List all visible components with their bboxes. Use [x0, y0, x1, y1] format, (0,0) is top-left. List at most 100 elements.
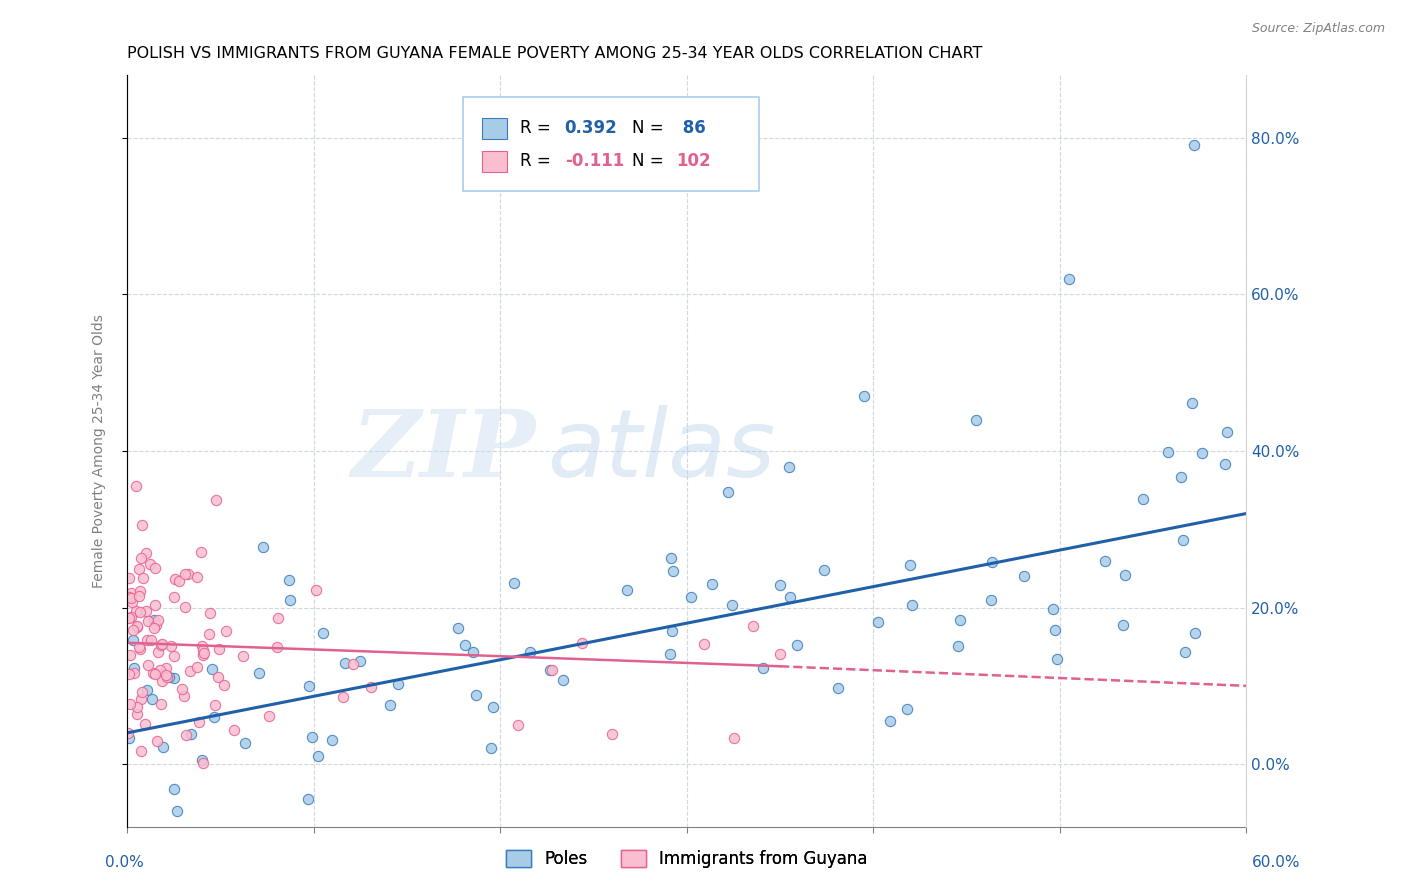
Point [177, 567, 200, 582]
Point [541, 664, 564, 678]
Point [143, 561, 166, 575]
Point [679, 590, 702, 604]
Point [659, 647, 682, 661]
Point [659, 551, 682, 566]
Point [852, 389, 875, 403]
Point [616, 582, 638, 597]
Text: ZIP: ZIP [352, 406, 536, 496]
Point [173, 689, 195, 703]
Point [198, 606, 221, 620]
Point [143, 666, 166, 681]
Point [981, 555, 1004, 569]
Text: Source: ZipAtlas.com: Source: ZipAtlas.com [1251, 22, 1385, 36]
Point [127, 699, 149, 714]
Text: 60.0%: 60.0% [1253, 855, 1301, 870]
Point [661, 624, 683, 639]
Point [454, 639, 477, 653]
FancyBboxPatch shape [463, 97, 759, 192]
Point [117, 726, 139, 740]
Point [502, 575, 524, 590]
Point [187, 714, 209, 729]
Point [786, 638, 808, 652]
Point [125, 479, 148, 493]
Point [720, 598, 742, 612]
Point [160, 639, 183, 653]
Point [142, 665, 165, 680]
Point [879, 714, 901, 728]
Text: N =: N = [631, 120, 669, 137]
Point [118, 590, 141, 604]
Point [191, 639, 214, 653]
Point [150, 637, 173, 651]
Point [1114, 567, 1136, 582]
Point [321, 733, 343, 747]
Point [202, 709, 225, 723]
Point [742, 619, 765, 633]
Point [128, 562, 150, 576]
Point [135, 604, 157, 618]
Point [186, 570, 208, 584]
Text: 86: 86 [676, 120, 706, 137]
Point [118, 666, 141, 681]
Point [700, 577, 723, 591]
Point [173, 600, 195, 615]
Point [166, 804, 188, 818]
Point [1191, 446, 1213, 460]
Point [506, 718, 529, 732]
Point [152, 739, 174, 754]
Point [201, 662, 224, 676]
Point [378, 698, 401, 713]
Point [778, 459, 800, 474]
Point [1213, 457, 1236, 471]
Point [479, 741, 502, 756]
Point [1112, 618, 1135, 632]
Point [519, 645, 541, 659]
Point [266, 640, 288, 655]
Point [129, 744, 152, 758]
Point [193, 646, 215, 660]
Point [170, 681, 193, 696]
Point [896, 702, 918, 716]
Point [222, 723, 245, 738]
Point [167, 574, 190, 589]
Point [135, 546, 157, 560]
Point [779, 590, 801, 604]
Point [946, 639, 969, 653]
Point [149, 663, 172, 677]
Point [277, 573, 299, 587]
Point [120, 610, 142, 624]
Point [141, 691, 163, 706]
Point [190, 545, 212, 559]
Point [1012, 569, 1035, 583]
Point [898, 558, 921, 572]
Point [191, 648, 214, 662]
Point [143, 613, 166, 627]
Point [155, 661, 177, 675]
Point [465, 688, 488, 702]
Point [131, 518, 153, 533]
Point [312, 626, 335, 640]
Point [125, 619, 148, 633]
Point [132, 571, 155, 585]
Point [197, 627, 219, 641]
Point [191, 753, 214, 767]
Text: R =: R = [520, 120, 555, 137]
Point [117, 571, 139, 585]
Text: 0.392: 0.392 [565, 120, 617, 137]
Point [827, 681, 849, 695]
Point [149, 638, 172, 652]
Point [204, 698, 226, 712]
Text: 102: 102 [676, 153, 711, 170]
Point [122, 623, 145, 637]
Point [247, 665, 270, 680]
Point [174, 566, 197, 581]
Point [813, 563, 835, 577]
Point [768, 648, 790, 662]
Point [1182, 138, 1205, 153]
Point [1181, 396, 1204, 410]
Point [163, 590, 186, 604]
Point [208, 641, 231, 656]
Point [232, 648, 254, 663]
Point [120, 648, 142, 662]
Point [143, 598, 166, 612]
